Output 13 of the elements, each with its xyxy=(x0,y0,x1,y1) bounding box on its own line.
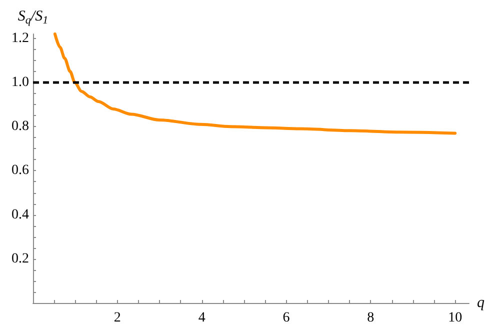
y-tick-label: 0.2 xyxy=(12,251,29,266)
y-tick-label: 1.2 xyxy=(12,30,29,46)
y-tick-label: 0.6 xyxy=(12,163,29,178)
x-axis-title: q xyxy=(477,295,485,311)
x-tick-label: 2 xyxy=(114,310,121,326)
y-tick-label: 0.8 xyxy=(12,119,29,134)
x-tick-label: 10 xyxy=(448,310,462,326)
y-tick-label: 0.4 xyxy=(12,207,29,222)
x-tick-label: 6 xyxy=(282,310,290,326)
x-tick-label: 4 xyxy=(198,310,206,326)
line-series xyxy=(53,32,457,135)
x-tick-label: 8 xyxy=(367,310,374,326)
y-tick-label: 1.0 xyxy=(12,75,29,90)
